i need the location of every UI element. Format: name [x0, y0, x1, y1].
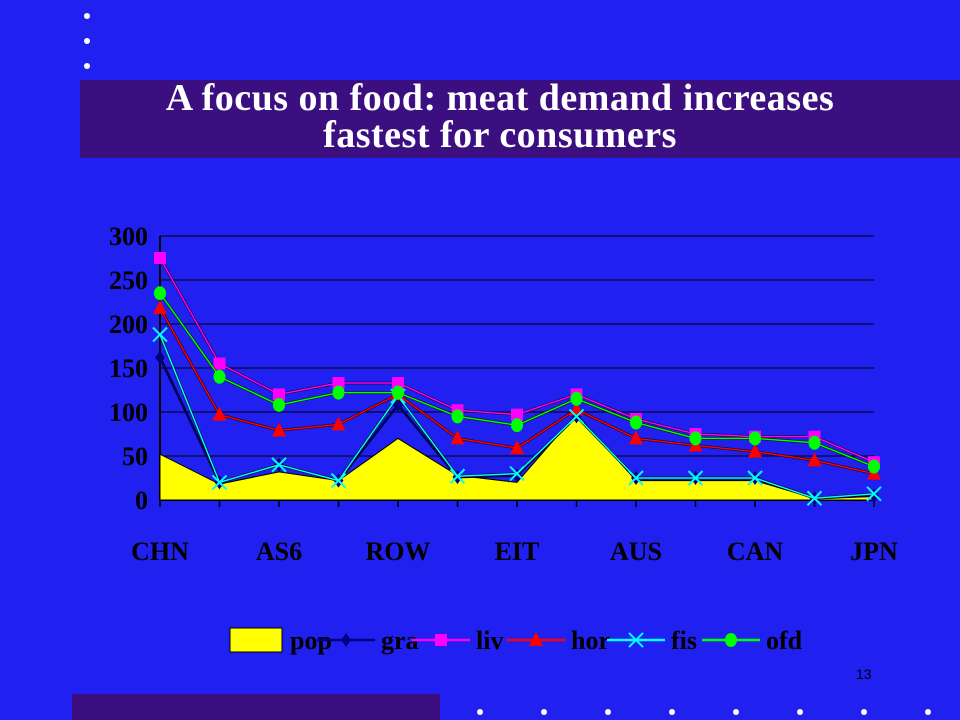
decorative-dot: [541, 709, 547, 715]
y-tick-label: 150: [109, 354, 148, 383]
point-liv: [392, 376, 404, 389]
y-tick-label: 300: [109, 222, 148, 251]
point-hor: [272, 422, 286, 437]
decorative-dot: [605, 709, 611, 715]
point-fis: [687, 470, 704, 486]
decorative-dot: [925, 709, 931, 715]
chart-legend: pop gra liv hor fis ofd: [229, 626, 803, 655]
x-tick-label: CAN: [727, 537, 784, 566]
point-fis: [866, 486, 882, 502]
point-ofd: [689, 431, 702, 446]
series-ofd: [154, 286, 880, 474]
y-tick-label: 50: [122, 442, 148, 471]
legend-marker-gra: [341, 633, 351, 647]
point-fis: [806, 490, 823, 506]
point-fis: [628, 470, 644, 486]
y-tick-label: 250: [109, 266, 148, 295]
title-band: [80, 80, 960, 158]
legend-item-fis: fis: [607, 626, 697, 655]
legend-label-hor: hor: [571, 626, 610, 655]
point-hor: [450, 430, 465, 445]
point-ofd: [570, 391, 583, 406]
slide-title: A focus on food: meat demand increases f…: [80, 77, 920, 156]
decorative-dot: [733, 709, 739, 715]
decorative-dot: [797, 709, 803, 715]
point-ofd: [392, 385, 404, 400]
y-tick-label: 0: [135, 486, 148, 515]
x-tick-label: EIT: [495, 537, 540, 566]
point-ofd: [332, 385, 345, 400]
decorative-dot: [477, 709, 483, 715]
slide-title-line1: A focus on food: meat demand increases: [165, 77, 835, 119]
legend-label-fis: fis: [671, 626, 697, 655]
point-gra: [393, 397, 403, 412]
x-tick-label: JPN: [850, 537, 898, 566]
point-ofd: [868, 459, 880, 474]
point-liv: [154, 252, 166, 264]
legend-marker-ofd: [725, 633, 737, 647]
point-fis: [747, 470, 763, 486]
point-hor: [629, 430, 643, 445]
y-tick-label: 100: [109, 398, 148, 427]
point-liv: [213, 357, 226, 370]
point-hor: [153, 300, 167, 315]
legend-item-pop: pop: [229, 626, 332, 655]
point-fis: [211, 474, 228, 491]
point-ofd: [749, 431, 761, 446]
point-gra: [155, 350, 165, 365]
legend-label-ofd: ofd: [766, 626, 803, 655]
decorative-dot: [861, 709, 867, 715]
page-number: 13: [856, 666, 872, 682]
bottom-band: [72, 694, 440, 720]
legend-item-hor: hor: [507, 626, 610, 655]
point-hor: [510, 440, 524, 455]
x-tick-label: CHN: [131, 537, 189, 566]
point-hor: [748, 443, 762, 458]
legend-item-ofd: ofd: [702, 626, 803, 655]
legend-item-liv: liv: [412, 626, 503, 655]
x-tick-label: ROW: [366, 537, 431, 566]
point-liv: [273, 388, 285, 401]
legend-label-liv: liv: [476, 626, 503, 655]
x-tick-label: AS6: [256, 537, 302, 566]
slide-title-line2: fastest for consumers: [323, 114, 677, 156]
point-ofd: [630, 415, 642, 430]
point-fis: [271, 457, 287, 473]
point-ofd: [273, 397, 285, 412]
series-fis: [152, 326, 882, 506]
point-ofd: [511, 418, 523, 433]
point-hor: [212, 406, 227, 421]
point-fis: [330, 472, 347, 489]
point-ofd: [213, 369, 226, 384]
series-hor: [153, 300, 881, 480]
legend-marker-liv: [435, 634, 447, 646]
y-tick-label: 200: [109, 310, 148, 339]
legend-item-gra: gra: [317, 626, 419, 655]
point-fis: [509, 465, 525, 482]
legend-swatch-pop: [229, 627, 283, 653]
point-liv: [511, 408, 523, 421]
x-tick-label: AUS: [610, 537, 662, 566]
point-fis: [568, 408, 585, 425]
point-fis: [152, 326, 168, 343]
point-hor: [331, 416, 346, 431]
point-hor: [807, 452, 822, 467]
legend-marker-hor: [529, 632, 543, 646]
point-ofd: [808, 435, 821, 450]
point-fis: [449, 468, 466, 484]
point-liv: [332, 376, 345, 389]
decorative-dot: [669, 709, 675, 715]
point-ofd: [154, 286, 166, 301]
point-ofd: [451, 409, 464, 424]
legend-marker-fis: [628, 632, 644, 648]
